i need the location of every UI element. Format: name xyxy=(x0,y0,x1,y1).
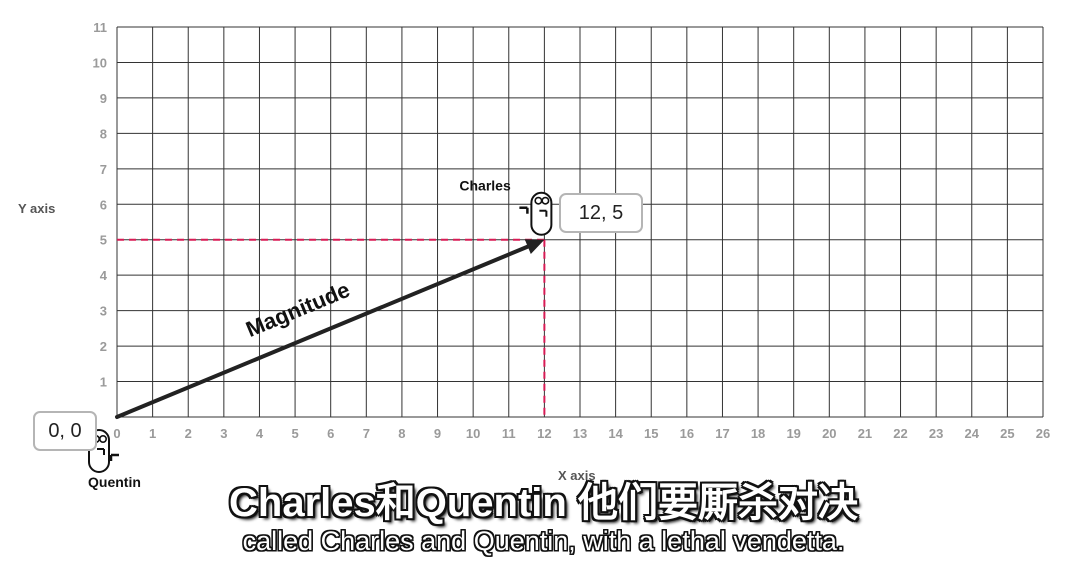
x-tick-label: 2 xyxy=(185,426,192,441)
x-tick-label: 1 xyxy=(149,426,156,441)
x-tick-label: 8 xyxy=(398,426,405,441)
x-tick-labels: 0 1 2 3 4 5 6 7 8 9 10 11 12 13 14 15 16 17 18 19 20 21 22 23 24… xyxy=(113,426,1050,441)
quentin-label: Quentin xyxy=(88,474,141,490)
quentin-coordinates: 0, 0 xyxy=(33,411,97,451)
x-tick-label: 7 xyxy=(363,426,370,441)
x-tick-label: 9 xyxy=(434,426,441,441)
x-tick-label: 20 xyxy=(822,426,836,441)
x-tick-label: 0 xyxy=(113,426,120,441)
magnitude-vector xyxy=(115,239,545,419)
x-tick-label: 21 xyxy=(858,426,872,441)
y-tick-label: 9 xyxy=(100,91,107,106)
x-tick-label: 23 xyxy=(929,426,943,441)
x-tick-label: 18 xyxy=(751,426,765,441)
x-tick-label: 24 xyxy=(965,426,980,441)
charles-coordinates: 12, 5 xyxy=(559,193,643,233)
x-tick-label: 5 xyxy=(291,426,298,441)
charles-label: Charles xyxy=(459,178,511,194)
x-tick-label: 10 xyxy=(466,426,480,441)
x-tick-label: 17 xyxy=(715,426,729,441)
y-axis-label: Y axis xyxy=(18,201,55,216)
y-tick-label: 2 xyxy=(100,339,107,354)
vector-shaft xyxy=(115,244,530,419)
x-tick-label: 4 xyxy=(256,426,264,441)
y-tick-label: 11 xyxy=(93,20,107,35)
subtitle-english: called Charles and Quentin, with a letha… xyxy=(242,526,845,556)
vector-label: Magnitude xyxy=(242,277,353,342)
x-tick-label: 19 xyxy=(786,426,800,441)
x-tick-label: 13 xyxy=(573,426,587,441)
y-tick-label: 5 xyxy=(100,233,107,248)
y-tick-label: 10 xyxy=(93,55,107,70)
x-tick-label: 3 xyxy=(220,426,227,441)
vector-arrowhead xyxy=(524,239,545,255)
guide-lines xyxy=(117,238,546,417)
y-tick-label: 8 xyxy=(100,126,107,141)
x-tick-label: 6 xyxy=(327,426,334,441)
x-tick-label: 15 xyxy=(644,426,658,441)
x-tick-label: 26 xyxy=(1036,426,1050,441)
x-tick-label: 11 xyxy=(502,426,516,441)
x-tick-label: 22 xyxy=(893,426,907,441)
y-tick-label: 1 xyxy=(100,375,107,390)
y-tick-label: 4 xyxy=(100,268,108,283)
x-tick-label: 12 xyxy=(537,426,551,441)
charles-character-icon xyxy=(519,191,553,236)
x-tick-label: 25 xyxy=(1000,426,1014,441)
subtitle-chinese: Charles和Quentin 他们要厮杀对决 xyxy=(229,481,858,525)
x-tick-label: 16 xyxy=(680,426,694,441)
y-tick-label: 3 xyxy=(100,304,107,319)
y-tick-label: 6 xyxy=(100,197,107,212)
x-tick-label: 14 xyxy=(608,426,623,441)
x-axis-label: X axis xyxy=(558,468,596,483)
y-tick-label: 7 xyxy=(100,162,107,177)
y-tick-labels: 1 2 3 4 5 6 7 8 9 10 11 xyxy=(93,20,108,390)
